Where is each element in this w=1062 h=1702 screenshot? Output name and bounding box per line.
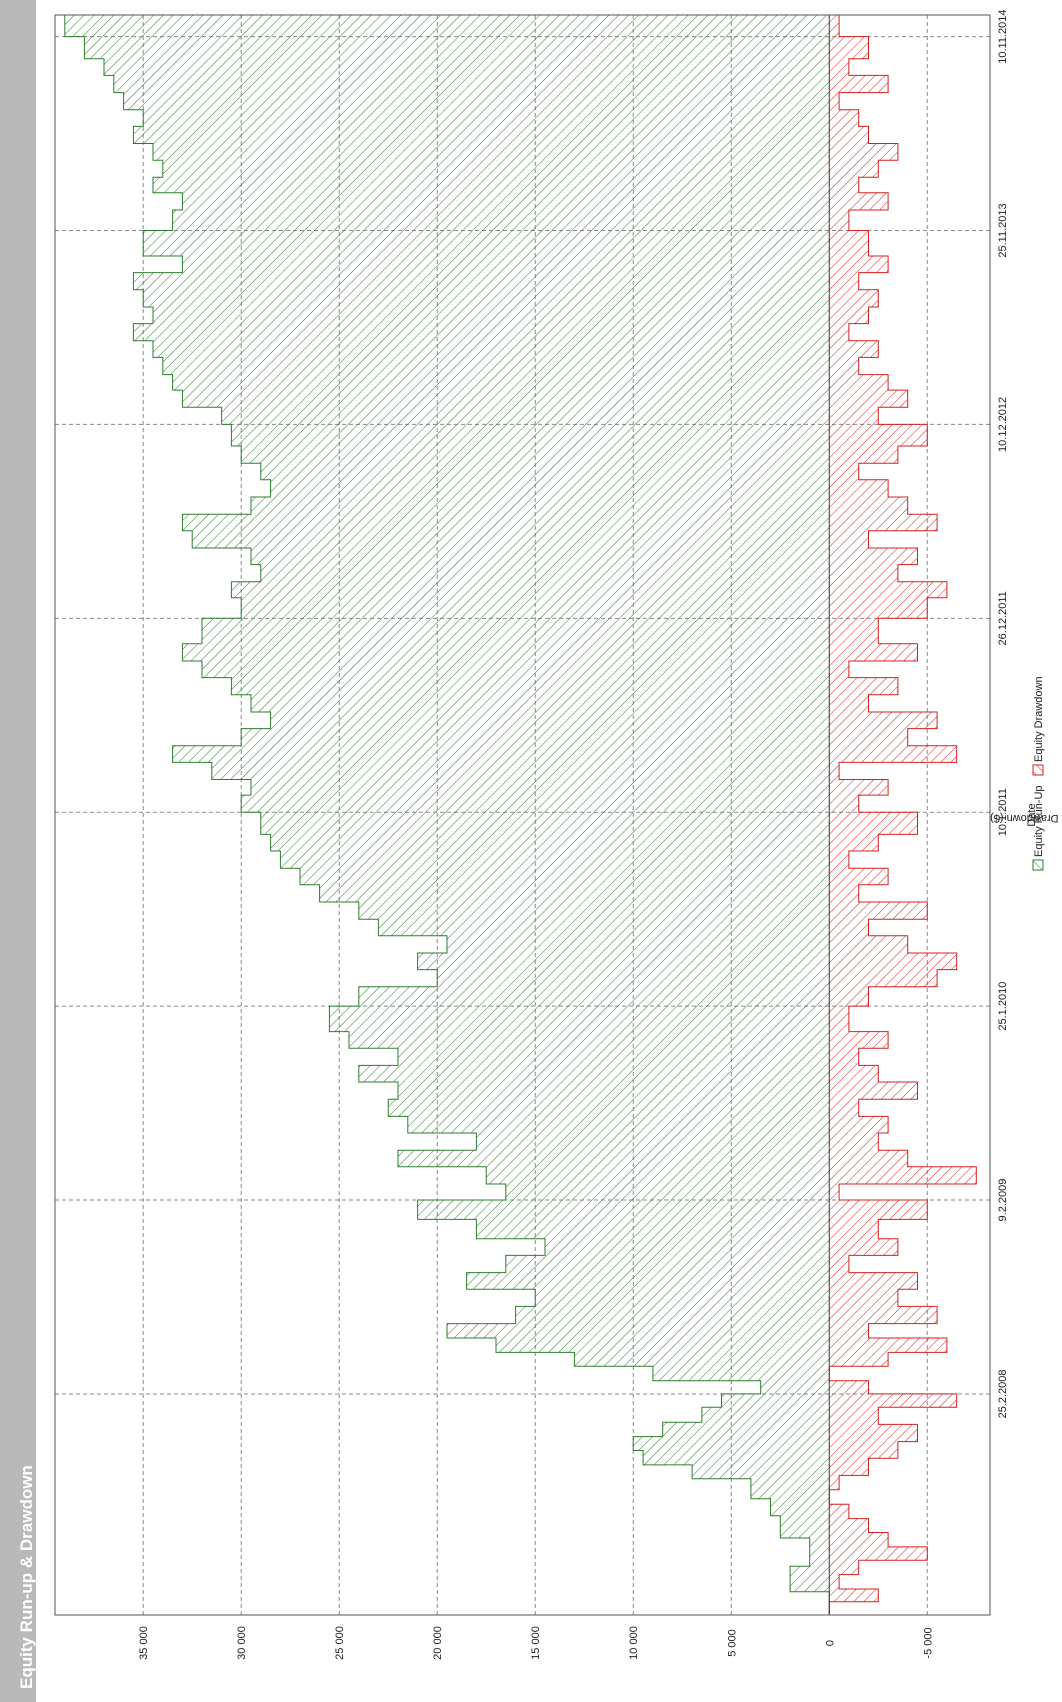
legend-label-runup: Equity Run-Up bbox=[1033, 785, 1045, 857]
y-tick-label: 35 000 bbox=[138, 1626, 150, 1660]
runup-area bbox=[55, 15, 830, 1615]
x-tick-label: 25.1.2010 bbox=[997, 982, 1009, 1031]
y-axis-title: Run-Up & Drawdown ($) bbox=[990, 812, 1062, 824]
y-tick-label: 30 000 bbox=[236, 1626, 248, 1660]
x-tick-label: 25.11.2013 bbox=[997, 203, 1009, 257]
x-tick-label: 25.2.2008 bbox=[997, 1369, 1009, 1418]
legend: Equity Run-Up Equity Drawdown bbox=[1032, 676, 1045, 871]
y-tick-label: 15 000 bbox=[530, 1626, 542, 1660]
y-tick-label: 25 000 bbox=[334, 1626, 346, 1660]
y-tick-labels: -5 000 0 5 000 10 000 15 000 20 000 25 000 30 0… bbox=[138, 1626, 934, 1660]
y-tick-label: 10 000 bbox=[628, 1626, 640, 1660]
x-tick-label: 26.12.2011 bbox=[997, 591, 1009, 645]
x-tick-labels: 25.2.2008 9.2.2009 25.1.2010 10.1.2011 26.12… bbox=[997, 9, 1009, 1418]
legend-swatch-runup bbox=[1032, 859, 1044, 871]
plot-areas bbox=[55, 14, 977, 1615]
x-tick-label: 9.2.2009 bbox=[997, 1179, 1009, 1222]
y-tick-label: 20 000 bbox=[432, 1626, 444, 1660]
x-tick-label: 10.11.2014 bbox=[997, 9, 1009, 63]
drawdown-line bbox=[828, 14, 977, 1615]
drawdown-area bbox=[829, 15, 977, 1615]
x-tick-label: 10.1.2011 bbox=[997, 788, 1009, 836]
legend-label-drawdown: Equity Drawdown bbox=[1033, 676, 1045, 762]
x-tick-label: 10.12.2012 bbox=[997, 397, 1009, 452]
legend-swatch-drawdown bbox=[1032, 764, 1044, 776]
plot-frame bbox=[54, 14, 991, 1616]
y-tick-label: -5 000 bbox=[922, 1627, 934, 1658]
x-axis-title: Date bbox=[1026, 803, 1038, 826]
y-tick-label: 5 000 bbox=[726, 1629, 738, 1657]
y-tick-label: 0 bbox=[824, 1640, 836, 1646]
title-bar: Equity Run-up & Drawdown bbox=[0, 0, 36, 1702]
runup-line bbox=[55, 14, 830, 1615]
